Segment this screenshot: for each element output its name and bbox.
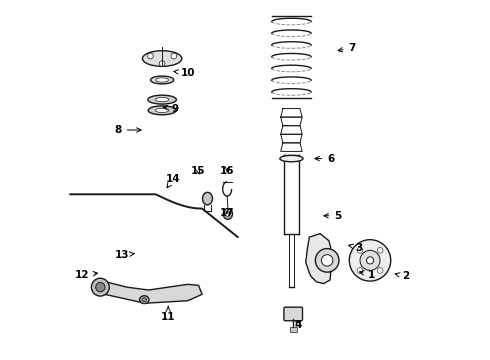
- Text: 4: 4: [295, 320, 302, 330]
- Ellipse shape: [150, 76, 174, 84]
- Text: 8: 8: [115, 125, 141, 135]
- Circle shape: [357, 267, 363, 273]
- Ellipse shape: [223, 208, 232, 219]
- Ellipse shape: [280, 156, 303, 162]
- Ellipse shape: [225, 211, 230, 217]
- Circle shape: [316, 249, 339, 272]
- Circle shape: [357, 247, 363, 253]
- Circle shape: [377, 267, 383, 273]
- Circle shape: [147, 53, 153, 59]
- Ellipse shape: [156, 78, 169, 82]
- Circle shape: [349, 240, 391, 281]
- Ellipse shape: [148, 106, 176, 115]
- Text: 16: 16: [220, 166, 235, 176]
- Polygon shape: [101, 281, 202, 303]
- Circle shape: [171, 53, 177, 59]
- Ellipse shape: [202, 192, 213, 205]
- Ellipse shape: [142, 298, 147, 302]
- Circle shape: [360, 250, 380, 270]
- Text: 12: 12: [75, 270, 98, 280]
- Polygon shape: [306, 234, 331, 284]
- Text: 13: 13: [114, 250, 135, 260]
- Text: 3: 3: [349, 243, 363, 253]
- Ellipse shape: [143, 51, 182, 66]
- Text: 11: 11: [161, 306, 175, 322]
- Circle shape: [377, 247, 383, 253]
- Text: 2: 2: [395, 271, 410, 282]
- Text: 15: 15: [191, 166, 206, 176]
- Circle shape: [159, 61, 165, 66]
- Text: 10: 10: [174, 68, 195, 78]
- Ellipse shape: [155, 108, 169, 112]
- Circle shape: [96, 283, 105, 292]
- Circle shape: [367, 257, 373, 264]
- Circle shape: [92, 278, 109, 296]
- FancyBboxPatch shape: [284, 307, 302, 321]
- Circle shape: [321, 255, 333, 266]
- Text: 6: 6: [315, 154, 334, 163]
- Text: 17: 17: [220, 207, 235, 217]
- Ellipse shape: [155, 98, 169, 102]
- Text: 1: 1: [360, 270, 375, 280]
- Ellipse shape: [140, 296, 149, 303]
- Text: 7: 7: [338, 43, 356, 53]
- Text: 5: 5: [324, 211, 342, 221]
- Text: 14: 14: [166, 174, 181, 188]
- Text: 9: 9: [163, 104, 179, 113]
- Ellipse shape: [148, 95, 176, 104]
- Bar: [290, 327, 297, 332]
